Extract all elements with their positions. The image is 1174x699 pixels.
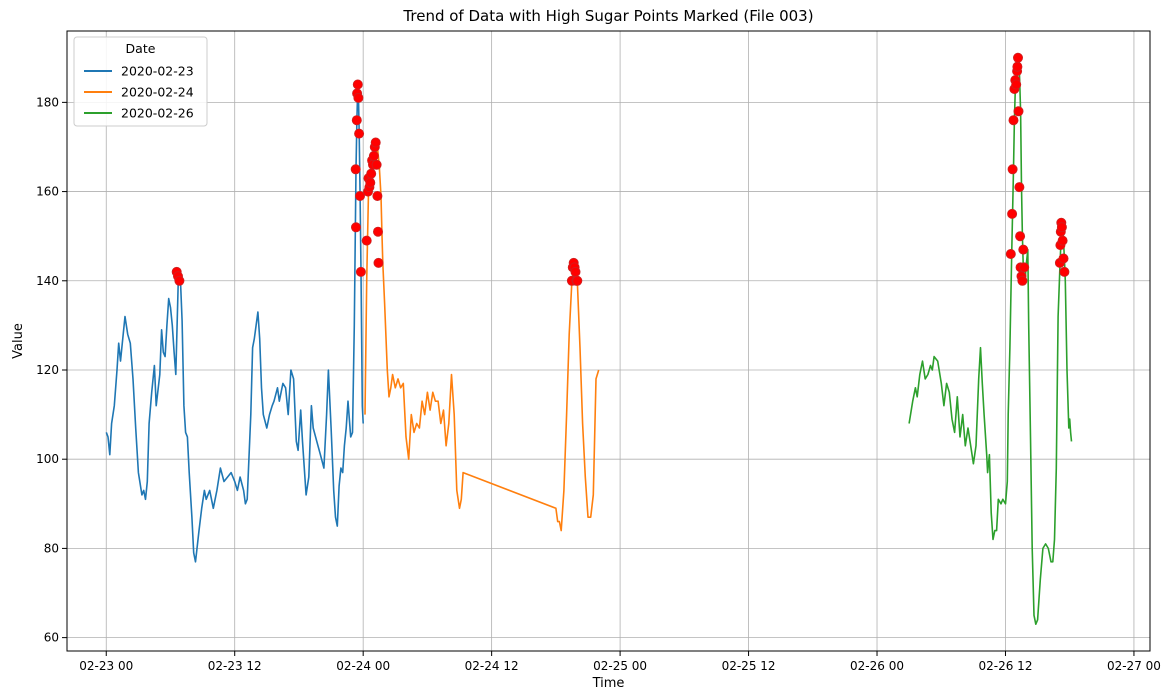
legend-box — [73, 36, 208, 127]
high-sugar-point — [365, 177, 376, 188]
high-sugar-point — [366, 168, 377, 179]
high-sugar-point — [1014, 182, 1025, 193]
y-tick-label: 140 — [36, 274, 59, 288]
high-sugar-point — [351, 115, 362, 126]
high-sugar-point — [1017, 275, 1028, 286]
x-tick-label: 02-26 12 — [979, 659, 1033, 673]
high-sugar-point — [372, 226, 383, 237]
high-sugar-point — [1018, 244, 1029, 255]
series-line-2020-02-26 — [908, 56, 1073, 626]
high-sugar-point — [354, 128, 365, 139]
high-sugar-point — [1008, 115, 1019, 126]
high-sugar-point — [1012, 61, 1023, 72]
high-sugar-point — [174, 275, 185, 286]
high-sugar-point — [353, 92, 364, 103]
high-sugar-markers — [171, 52, 1070, 286]
high-sugar-point — [1007, 208, 1018, 219]
high-sugar-point — [572, 275, 583, 286]
high-sugar-point — [355, 266, 366, 277]
legend-label: 2020-02-23 — [121, 64, 194, 79]
y-tick-label: 80 — [44, 541, 59, 555]
legend-label: 2020-02-26 — [121, 106, 194, 121]
x-tick-label: 02-23 00 — [79, 659, 133, 673]
high-sugar-point — [1019, 262, 1030, 273]
high-sugar-point — [1056, 222, 1067, 233]
x-tick-label: 02-25 00 — [593, 659, 647, 673]
high-sugar-point — [350, 164, 361, 175]
legend-label: 2020-02-24 — [121, 85, 194, 100]
high-sugar-point — [1058, 253, 1069, 264]
high-sugar-point — [352, 79, 363, 90]
high-sugar-point — [1007, 164, 1018, 175]
high-sugar-point — [373, 257, 384, 268]
y-tick-label: 160 — [36, 185, 59, 199]
legend-items: 2020-02-23 2020-02-24 2020-02-26 — [84, 64, 194, 121]
y-axis-ticks: 60 80 100 120 140 160 180 — [36, 95, 67, 645]
high-sugar-point — [1011, 79, 1022, 90]
x-tick-label: 02-27 00 — [1107, 659, 1161, 673]
x-tick-label: 02-23 12 — [208, 659, 262, 673]
legend: Date 2020-02-23 2020-02-24 2020-02-26 — [73, 36, 208, 127]
y-tick-label: 120 — [36, 363, 59, 377]
high-sugar-point — [1059, 266, 1070, 277]
high-sugar-point — [1015, 231, 1026, 242]
y-tick-label: 100 — [36, 452, 59, 466]
high-sugar-point — [1005, 248, 1016, 259]
x-axis-ticks: 02-23 00 02-23 12 02-24 00 02-24 12 02-25 00… — [79, 651, 1161, 673]
high-sugar-point — [368, 150, 379, 161]
y-tick-label: 60 — [44, 631, 59, 645]
high-sugar-point — [371, 159, 382, 170]
y-axis-label: Value — [11, 323, 26, 359]
plot-frame — [66, 30, 1151, 652]
high-sugar-point — [1057, 235, 1068, 246]
high-sugar-point — [350, 222, 361, 233]
high-sugar-point — [370, 137, 381, 148]
high-sugar-point — [1013, 106, 1024, 117]
chart-title: Trend of Data with High Sugar Points Mar… — [402, 7, 813, 25]
x-axis-label: Time — [592, 676, 625, 691]
x-tick-label: 02-24 12 — [465, 659, 519, 673]
high-sugar-point — [354, 190, 365, 201]
high-sugar-point — [1013, 52, 1024, 63]
high-sugar-point — [570, 266, 581, 277]
x-tick-label: 02-25 12 — [722, 659, 776, 673]
high-sugar-point — [361, 235, 372, 246]
high-sugar-point — [372, 190, 383, 201]
x-tick-label: 02-24 00 — [336, 659, 390, 673]
series-line-2020-02-23 — [105, 83, 364, 563]
legend-title: Date — [126, 41, 156, 56]
x-tick-label: 02-26 00 — [850, 659, 904, 673]
y-tick-label: 180 — [36, 95, 59, 109]
